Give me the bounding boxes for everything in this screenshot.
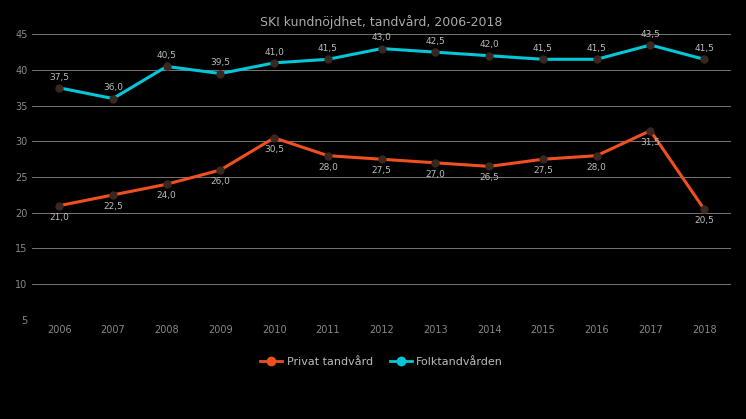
Text: 37,5: 37,5 [49, 72, 69, 82]
Text: 28,0: 28,0 [586, 163, 606, 171]
Text: 24,0: 24,0 [157, 191, 177, 200]
Text: 26,0: 26,0 [210, 177, 231, 186]
Text: 41,5: 41,5 [586, 44, 606, 53]
Text: 22,5: 22,5 [103, 202, 123, 211]
Text: 27,5: 27,5 [372, 166, 392, 175]
Text: 43,0: 43,0 [372, 33, 392, 42]
Text: 41,5: 41,5 [695, 44, 714, 53]
Text: 21,0: 21,0 [49, 212, 69, 222]
Text: 28,0: 28,0 [318, 163, 338, 171]
Text: 42,0: 42,0 [479, 40, 499, 49]
Text: 20,5: 20,5 [695, 216, 714, 225]
Text: 43,5: 43,5 [641, 30, 660, 39]
Text: 27,5: 27,5 [533, 166, 553, 175]
Legend: Privat tandvård, Folktandvården: Privat tandvård, Folktandvården [256, 352, 507, 372]
Text: 41,0: 41,0 [264, 47, 284, 57]
Text: 40,5: 40,5 [157, 51, 177, 60]
Text: 41,5: 41,5 [318, 44, 338, 53]
Text: 36,0: 36,0 [103, 83, 123, 92]
Text: 39,5: 39,5 [210, 58, 231, 67]
Title: SKI kundnöjdhet, tandvård, 2006-2018: SKI kundnöjdhet, tandvård, 2006-2018 [260, 15, 503, 29]
Text: 27,0: 27,0 [425, 170, 445, 179]
Text: 26,5: 26,5 [479, 173, 499, 182]
Text: 31,5: 31,5 [640, 137, 660, 147]
Text: 41,5: 41,5 [533, 44, 553, 53]
Text: 42,5: 42,5 [425, 37, 445, 46]
Text: 30,5: 30,5 [264, 145, 284, 154]
